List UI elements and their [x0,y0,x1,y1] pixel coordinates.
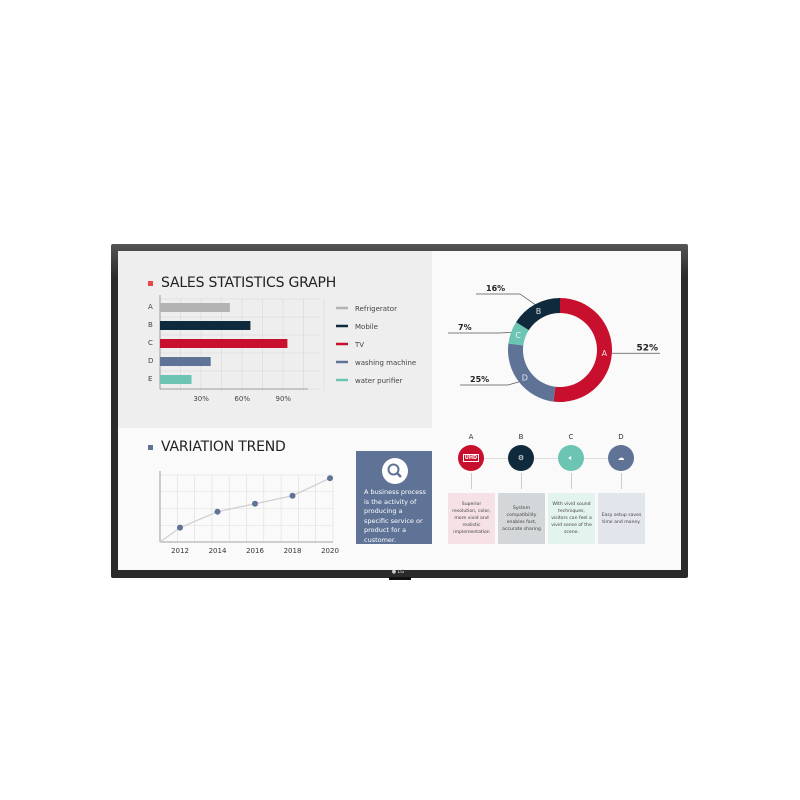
feature-description: Easy setup saves time and money. [598,493,645,544]
x-tick-label: 2016 [246,547,264,555]
x-tick-label: 2014 [209,547,227,555]
legend-label: Mobile [355,323,378,331]
sales-title-text: SALES STATISTICS GRAPH [161,275,337,291]
connector-line [621,473,622,489]
x-tick-label: 90% [276,395,292,403]
trend-line-chart: 2012 2014 2016 2018 2020 [159,471,339,555]
x-tick-label: 60% [234,395,250,403]
data-point-2020 [327,475,333,482]
slice-percent: 16% [486,284,505,293]
category-label: E [148,375,152,383]
feature-letter: D [618,433,624,441]
bar-D [160,357,211,366]
leader-line [448,332,512,334]
sales-title: SALES STATISTICS GRAPH [148,275,336,291]
data-point-2012 [177,524,183,531]
donut-slice-A [553,298,612,402]
trend-line [159,477,331,543]
info-card: A business process is the activity of pr… [356,451,432,544]
title-marker [148,444,153,450]
slice-letter: C [515,331,521,340]
donut-slice-C [508,322,529,346]
x-tick-label: 2020 [321,547,339,555]
uhd-icon: UHD [458,445,484,471]
slice-letter: A [602,349,608,358]
leader-line [476,293,536,305]
speaker-icon: 🔈︎ [558,445,584,471]
magnifier-icon [382,458,408,484]
slice-percent: 25% [470,375,489,384]
tv-stand [389,577,411,580]
legend-label: TV [354,341,364,349]
bar-A [160,303,230,312]
bar-C [160,339,288,348]
category-label: C [148,339,153,347]
feature-letter: B [518,433,524,441]
data-point-2018 [289,492,296,499]
sales-bar-chart: A Refrigerator B Mobile C TV D washing machine E… [148,295,416,403]
legend-label: washing machine [355,359,416,367]
donut-slice-B [516,298,560,331]
bar-B [160,321,251,330]
title-marker [148,280,153,286]
x-tick-label: 30% [193,395,209,403]
tv-screen: SALES STATISTICS GRAPH A Refrigerator B Mob… [118,251,681,570]
data-point-2016 [252,500,258,507]
lg-logo: ● LG [391,569,405,575]
legend-label: water purifier [355,377,403,385]
category-label: D [148,357,153,365]
category-label: B [148,321,153,329]
donut-slice-D [508,343,556,402]
slice-letter: D [522,373,528,382]
donut-chart: A 52% D 25% C 7% B 16% [448,284,660,402]
x-tick-label: 2012 [171,547,189,555]
legend-label: Refrigerator [355,305,397,313]
info-card-text: A business process is the activity of pr… [364,488,426,544]
gear-icon: ⚙ [508,445,534,471]
bar-E [160,375,192,384]
leader-line [460,381,520,386]
category-label: A [148,303,153,311]
feature-letter: C [568,433,574,441]
connector-line [571,473,572,489]
connector-line [471,473,472,489]
slice-percent: 7% [458,323,472,332]
feature-description: System compatibility enables fast, accur… [498,493,545,544]
cloud-network-icon: ☁ [608,445,634,471]
slice-letter: B [536,307,542,316]
trend-title: VARIATION TREND [148,439,286,455]
feature-description: Superior resolution, color, more vivid a… [448,493,495,544]
feature-description: With vivid sound techniques, visitors ca… [548,493,595,544]
connector-line [521,473,522,489]
slice-percent: 52% [636,343,658,353]
x-tick-label: 2018 [284,547,302,555]
trend-title-text: VARIATION TREND [161,439,286,455]
data-point-2014 [214,508,221,515]
feature-letter: A [468,433,474,441]
